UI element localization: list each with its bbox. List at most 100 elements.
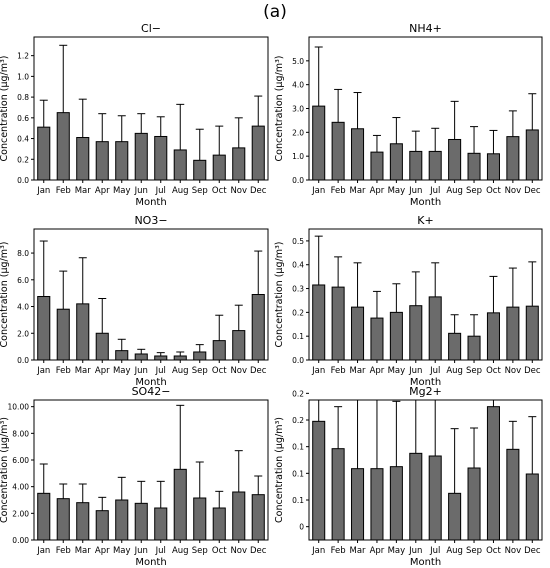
x-tick-label: Aug	[172, 186, 189, 196]
y-tick-label: 0.1	[292, 469, 304, 478]
bar-jan	[312, 105, 326, 181]
bar-aug	[448, 138, 462, 181]
x-tick-label: Jun	[134, 366, 148, 376]
y-tick-label: 0.4	[292, 261, 304, 270]
y-tick-label: 0.0	[17, 176, 29, 185]
bar-nov	[506, 306, 520, 361]
x-tick-label: Oct	[212, 366, 227, 376]
y-tick-label: 2.0	[17, 329, 29, 338]
x-axis-label: Month	[135, 557, 166, 568]
bar-nov	[506, 448, 520, 541]
x-tick-label: Dec	[250, 186, 267, 196]
x-tick-label: Jul	[155, 546, 166, 556]
x-tick-label: Mar	[75, 546, 92, 556]
y-tick-label: 0.2	[292, 308, 304, 317]
plot-frame	[33, 36, 269, 181]
bar-jun	[409, 452, 423, 541]
x-tick-label: May	[388, 366, 406, 376]
chart-title: Mg2+	[409, 385, 442, 398]
figure-label: (a)	[263, 2, 287, 22]
bar-jul	[428, 150, 442, 181]
bar-oct	[212, 507, 226, 541]
y-tick-label: 0.1	[292, 332, 304, 341]
x-tick-label: Sep	[192, 186, 208, 196]
bar-mar	[351, 128, 365, 181]
chart-title: K+	[417, 214, 433, 227]
y-tick-label: 0.0	[292, 176, 304, 185]
x-tick-label: Jul	[429, 366, 440, 376]
x-axis-label: Month	[410, 377, 441, 388]
bar-jun	[409, 150, 423, 181]
bar-oct	[486, 312, 500, 361]
x-tick-label: Feb	[56, 186, 71, 196]
bar-feb	[56, 112, 70, 181]
x-tick-label: Nov	[230, 366, 247, 376]
y-tick-label: 0.8	[17, 93, 29, 102]
bar-may	[115, 350, 129, 361]
y-tick-label: 0.2	[292, 416, 304, 425]
x-tick-label: Jan	[36, 186, 50, 196]
x-tick-label: Apr	[95, 186, 110, 196]
bar-may	[115, 141, 129, 181]
bar-mar	[76, 303, 90, 361]
x-tick-label: Aug	[446, 366, 463, 376]
bar-dec	[525, 473, 539, 541]
x-tick-label: Nov	[505, 186, 522, 196]
x-tick-label: Dec	[524, 186, 541, 196]
y-tick-label: 2.0	[292, 128, 304, 137]
y-tick-label: 0.1	[292, 443, 304, 452]
bar-jun	[409, 305, 423, 361]
x-tick-label: Dec	[524, 546, 541, 556]
y-tick-label: 8.00	[12, 429, 29, 438]
x-tick-label: Jun	[408, 186, 422, 196]
x-axis-label: Month	[410, 557, 441, 568]
x-tick-label: Nov	[230, 186, 247, 196]
bar-dec	[525, 305, 539, 361]
x-tick-label: Jul	[155, 366, 166, 376]
x-tick-label: Jun	[134, 546, 148, 556]
bar-aug	[173, 468, 187, 541]
bar-jun	[134, 502, 148, 541]
chart-title: SO42−	[132, 385, 171, 398]
x-tick-label: May	[113, 186, 131, 196]
bar-may	[389, 311, 403, 361]
plot-frame	[33, 399, 269, 541]
bar-nov	[232, 330, 246, 361]
x-axis-label: Month	[135, 377, 166, 388]
y-tick-label: 0.6	[17, 114, 29, 123]
y-tick-label: 0	[299, 523, 304, 532]
bar-dec	[251, 494, 265, 541]
x-tick-label: Dec	[250, 366, 267, 376]
x-axis-label: Month	[410, 197, 441, 208]
bar-mar	[76, 502, 90, 541]
y-axis-label: Concentration (µg/m³)	[0, 242, 10, 348]
x-tick-label: Aug	[172, 546, 189, 556]
y-axis-label: Concentration (µg/m³)	[274, 242, 285, 348]
bar-jan	[37, 126, 51, 181]
x-tick-label: Aug	[172, 366, 189, 376]
x-tick-label: Oct	[486, 186, 501, 196]
y-tick-label: 0.3	[292, 285, 304, 294]
x-tick-label: Sep	[466, 366, 482, 376]
x-tick-label: Jul	[429, 546, 440, 556]
x-tick-label: Jul	[155, 186, 166, 196]
chart-title: NO3−	[134, 214, 167, 227]
x-tick-label: Jan	[36, 366, 50, 376]
bar-jul	[154, 135, 168, 181]
x-tick-label: Feb	[56, 366, 71, 376]
bar-feb	[56, 498, 70, 541]
x-tick-label: Oct	[212, 546, 227, 556]
bar-feb	[331, 121, 345, 181]
bar-nov	[232, 147, 246, 181]
x-tick-label: Jul	[429, 186, 440, 196]
bar-jun	[134, 132, 148, 181]
bar-mar	[351, 306, 365, 361]
bar-jul	[428, 296, 442, 361]
bar-feb	[331, 448, 345, 541]
bar-jul	[154, 507, 168, 541]
bar-jun	[134, 353, 148, 361]
x-tick-label: Nov	[505, 546, 522, 556]
x-tick-label: Jan	[36, 546, 50, 556]
x-tick-label: Sep	[192, 546, 208, 556]
